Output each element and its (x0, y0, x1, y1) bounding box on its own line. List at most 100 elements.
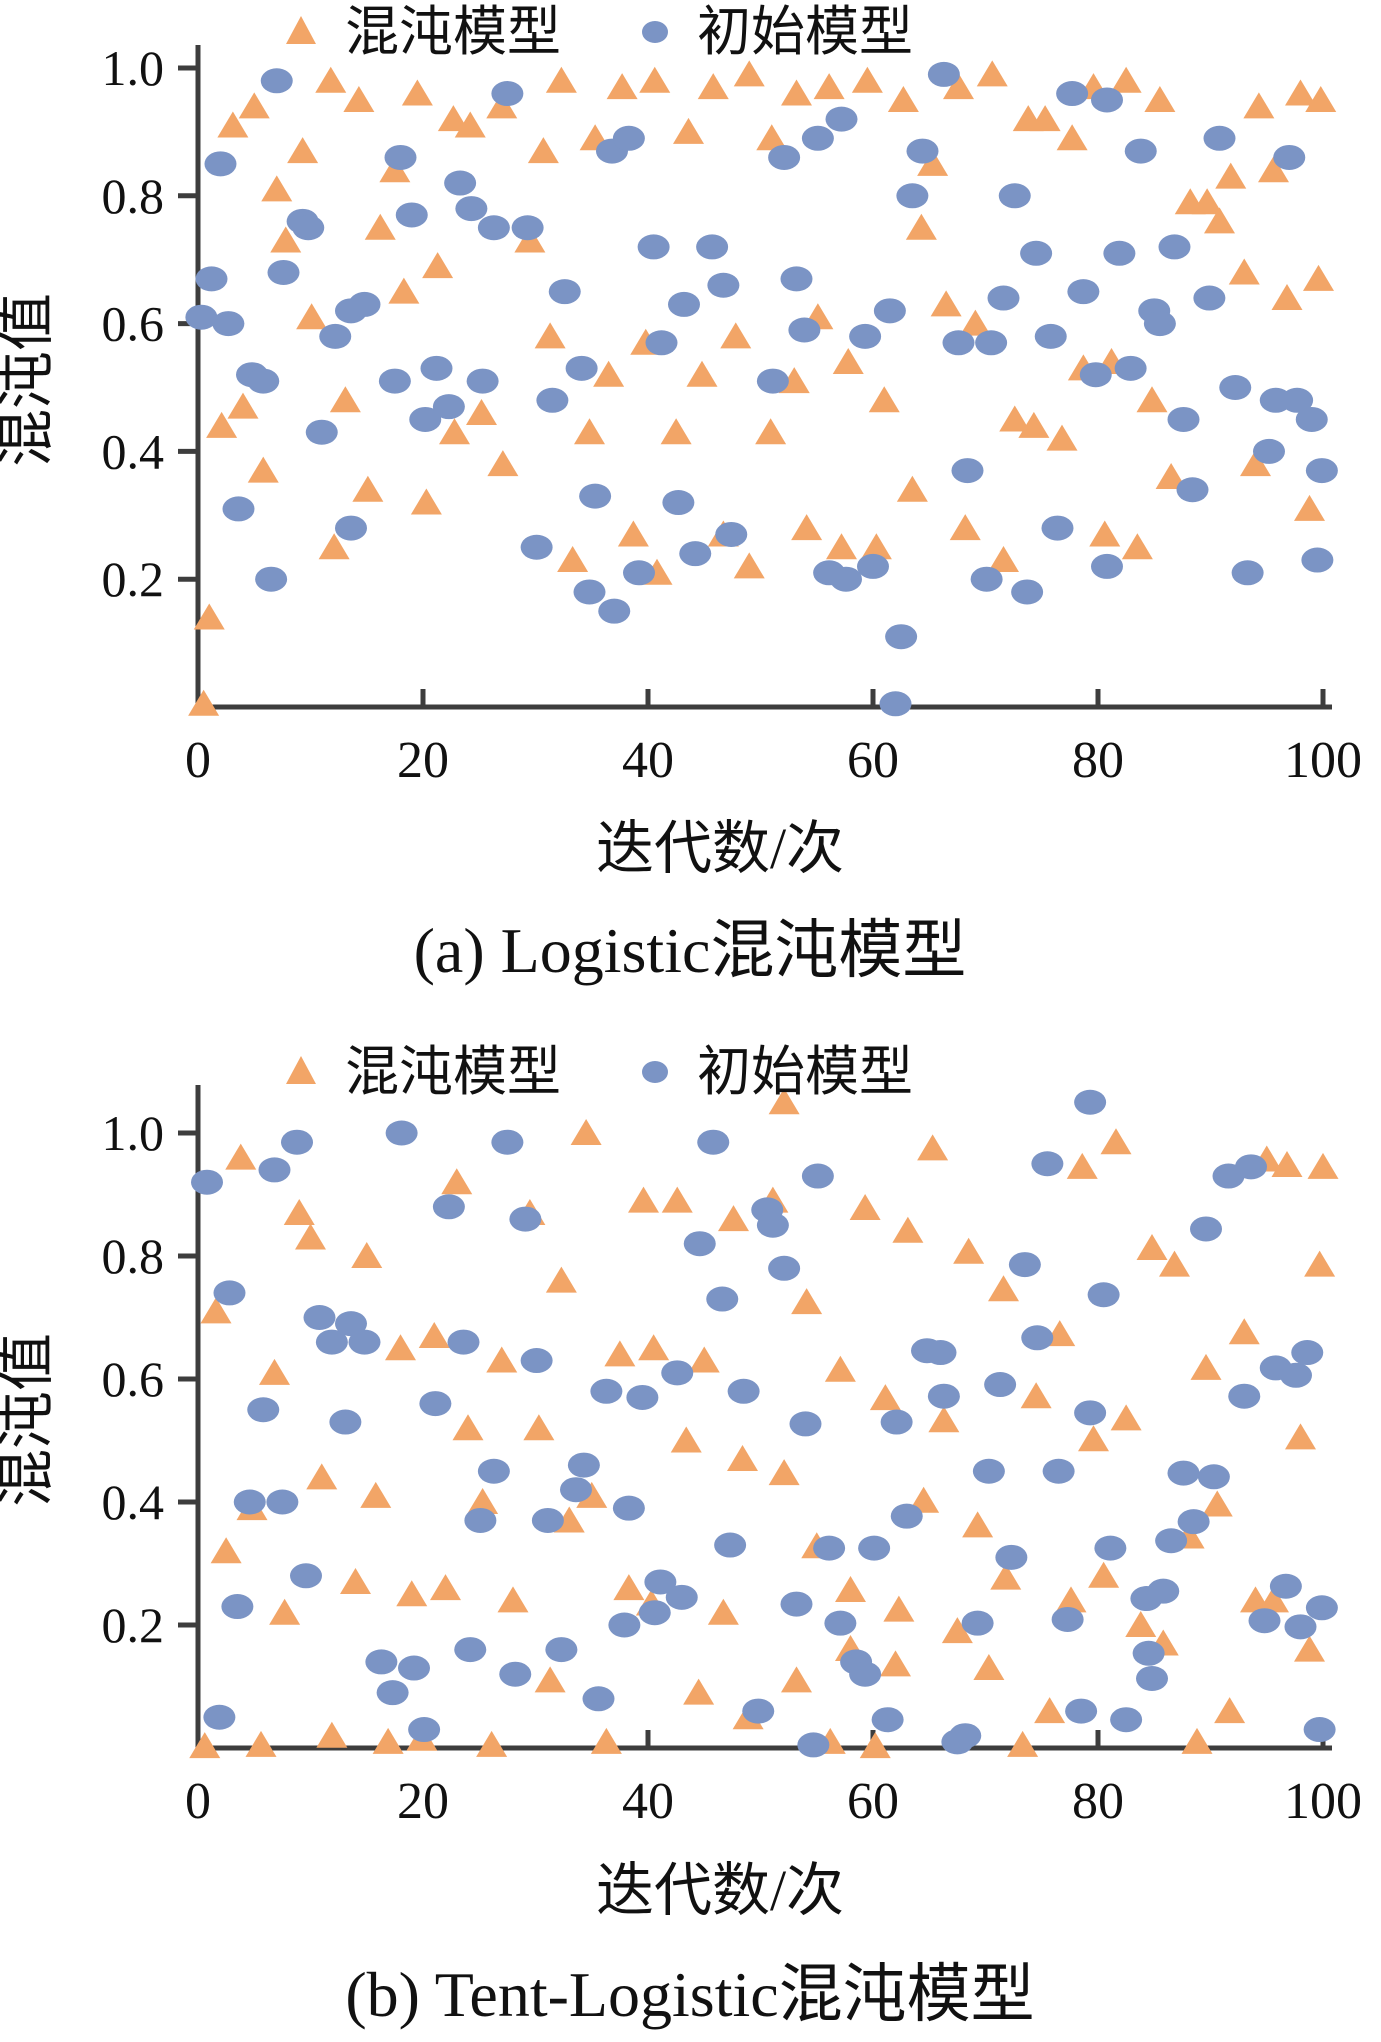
x-tick-label: 20 (397, 732, 449, 789)
circle-marker (1219, 375, 1252, 400)
circle-marker (1056, 81, 1089, 107)
circle-marker (267, 259, 300, 285)
circle-marker (849, 323, 882, 349)
triangle-marker (487, 450, 519, 477)
triangle-marker (269, 1598, 301, 1625)
legend-label-initial: 初始模型 (697, 1042, 913, 1102)
circle-marker (727, 1378, 760, 1404)
circle-marker (365, 1649, 398, 1675)
circle-marker (266, 1489, 299, 1515)
circle-marker (942, 330, 975, 356)
triangle-marker (718, 1205, 749, 1232)
triangle-marker (1159, 1250, 1190, 1277)
circle-marker (1176, 477, 1209, 503)
circle-marker (987, 285, 1020, 311)
triangle-marker (545, 1266, 577, 1293)
triangle-marker (851, 66, 883, 93)
triangle-marker (590, 1727, 622, 1754)
triangle-marker (755, 418, 787, 445)
triangle-marker (628, 1186, 659, 1213)
chart-a-ylabel: 混沌值 (0, 293, 59, 467)
circle-marker (432, 394, 465, 420)
triangle-marker (210, 1537, 242, 1564)
y-tick-label: 0.2 (102, 551, 165, 607)
triangle-marker (523, 1414, 555, 1441)
triangle-marker (1215, 162, 1247, 189)
circle-marker (1074, 1400, 1107, 1426)
triangle-marker (247, 456, 279, 483)
circle-marker (970, 566, 1003, 592)
circle-marker (281, 1129, 313, 1155)
circle-marker (233, 1489, 266, 1515)
triangle-marker (1214, 1697, 1246, 1724)
triangle-marker (791, 514, 823, 541)
triangle-marker (639, 66, 671, 93)
circle-marker (1042, 1458, 1075, 1484)
circle-marker (645, 330, 678, 356)
triangle-marker (295, 1223, 326, 1250)
y-tick-label: 0.4 (102, 1474, 165, 1530)
circle-marker (348, 291, 381, 317)
circle-marker (221, 1594, 254, 1620)
circle-marker (1103, 240, 1136, 266)
circle-marker (1253, 438, 1285, 464)
triangle-marker (287, 137, 319, 164)
x-tick-label: 40 (622, 1773, 674, 1830)
circle-marker (1167, 406, 1200, 432)
circle-marker (984, 1372, 1017, 1398)
triangle-marker (638, 1334, 670, 1361)
triangle-marker (545, 66, 577, 93)
triangle-marker (476, 1730, 508, 1757)
triangle-marker (917, 1134, 949, 1161)
circle-marker (1197, 1464, 1230, 1490)
triangle-marker (1110, 1404, 1142, 1431)
triangle-marker (990, 1563, 1022, 1590)
circle-marker (1094, 1535, 1127, 1561)
circle-marker (1284, 1614, 1317, 1640)
x-tick-label: 60 (847, 1773, 899, 1830)
circle-marker (706, 1286, 739, 1312)
triangle-marker (441, 1168, 473, 1195)
circle-marker (191, 1169, 223, 1195)
circle-marker (1158, 234, 1191, 260)
triangle-marker (768, 1459, 800, 1486)
circle-marker (683, 1231, 716, 1257)
circle-marker (444, 170, 477, 196)
triangle-marker (527, 137, 559, 164)
circle-marker (1021, 1325, 1054, 1351)
circle-marker (1193, 285, 1226, 311)
chart-a: 0 20 40 60 80 100 0.2 0.4 0.6 0.8 1.0 混沌模型 初始模型 混沌… (0, 2, 1362, 986)
y-tick-label: 0.4 (102, 423, 165, 479)
circle-marker (612, 125, 645, 151)
triangle-marker (859, 1732, 891, 1759)
triangle-marker (1258, 156, 1289, 183)
circle-marker (924, 1340, 957, 1366)
triangle-marker (660, 418, 692, 445)
circle-marker (477, 215, 510, 241)
circle-marker (995, 1544, 1028, 1570)
triangle-marker (1181, 1727, 1213, 1754)
triangle-marker (988, 1275, 1019, 1302)
x-tick-label: 80 (1072, 1773, 1124, 1830)
circle-marker (830, 566, 862, 592)
x-tick-label: 80 (1072, 732, 1124, 789)
triangle-marker (1285, 1423, 1316, 1450)
circle-marker (509, 1206, 542, 1232)
triangle-marker (1144, 85, 1176, 112)
circle-marker (455, 196, 488, 222)
circle-marker (880, 1409, 913, 1435)
chart-b-caption: (b) Tent-Logistic混沌模型 (345, 1959, 1034, 2030)
circle-marker (531, 1507, 564, 1533)
triangle-marker (976, 60, 1008, 87)
circle-marker (1051, 1606, 1084, 1632)
circle-marker (612, 1495, 645, 1521)
triangle-marker (686, 360, 718, 387)
triangle-marker (673, 117, 704, 144)
triangle-marker (1089, 520, 1121, 547)
circle-marker (961, 1610, 994, 1636)
circle-marker (637, 234, 670, 260)
chart-b-xlabel: 迭代数/次 (596, 1858, 844, 1923)
circle-marker (499, 1661, 532, 1687)
triangle-marker (1258, 1586, 1289, 1613)
circle-marker (420, 355, 453, 381)
